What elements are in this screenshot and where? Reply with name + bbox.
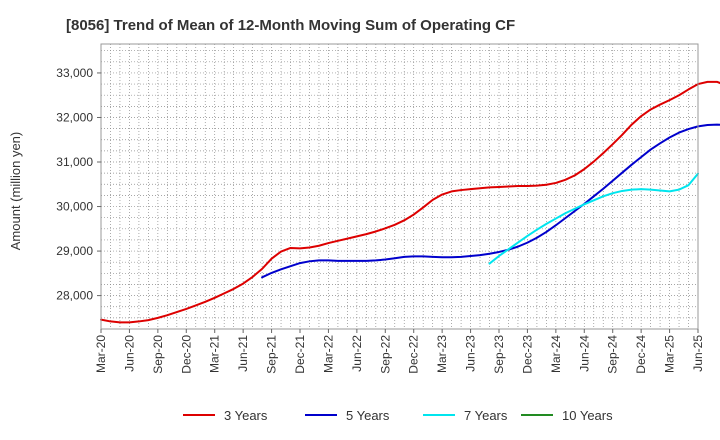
y-tick-label: 32,000	[56, 110, 93, 124]
x-tick-label: Sep-24	[606, 335, 620, 374]
x-tick-label: Dec-23	[520, 335, 534, 374]
series-line-7-years	[488, 172, 699, 265]
y-tick-label: 28,000	[56, 289, 93, 303]
x-tick-label: Dec-21	[293, 335, 307, 374]
x-tick-label: Jun-23	[464, 335, 478, 372]
y-axis-ticks: 28,000 29,000 30,000 31,000 32,000 33,000	[56, 66, 101, 303]
x-tick-label: Mar-21	[208, 335, 222, 373]
series-line-3-years	[100, 80, 720, 324]
x-tick-label: Jun-22	[350, 335, 364, 372]
x-tick-label: Sep-23	[492, 335, 506, 374]
grid	[101, 44, 698, 329]
x-tick-label: Mar-24	[549, 335, 563, 373]
x-tick-label: Jun-21	[236, 335, 250, 372]
legend-label: 3 Years	[224, 408, 268, 423]
series-line-5-years	[261, 123, 720, 279]
legend-label: 10 Years	[562, 408, 613, 423]
y-tick-label: 31,000	[56, 155, 93, 169]
x-tick-label: Sep-20	[151, 335, 165, 374]
x-tick-label: Dec-22	[407, 335, 421, 374]
x-tick-label: Dec-20	[179, 335, 193, 374]
y-axis-label: Amount (million yen)	[8, 132, 23, 251]
x-tick-label: Sep-21	[265, 335, 279, 374]
x-tick-label: Jun-20	[122, 335, 136, 372]
x-tick-label: Dec-24	[634, 335, 648, 374]
x-axis-ticks: Mar-20 Jun-20 Sep-20 Dec-20 Mar-21 Jun-21 Sep-…	[94, 329, 705, 374]
legend-label: 7 Years	[464, 408, 508, 423]
legend-label: 5 Years	[346, 408, 390, 423]
chart-title: [8056] Trend of Mean of 12-Month Moving …	[66, 17, 515, 34]
x-tick-label: Mar-23	[435, 335, 449, 373]
x-tick-label: Mar-20	[94, 335, 108, 373]
series-lines	[100, 80, 720, 324]
x-tick-label: Jun-25	[691, 335, 705, 372]
y-tick-label: 30,000	[56, 200, 93, 214]
x-tick-label: Mar-22	[321, 335, 335, 373]
x-tick-label: Mar-25	[663, 335, 677, 373]
x-tick-label: Jun-24	[577, 335, 591, 372]
y-tick-label: 29,000	[56, 244, 93, 258]
x-tick-label: Sep-22	[378, 335, 392, 374]
plot-frame	[100, 43, 699, 330]
legend: 3 Years 5 Years 7 Years 10 Years	[183, 408, 613, 423]
y-tick-label: 33,000	[56, 66, 93, 80]
